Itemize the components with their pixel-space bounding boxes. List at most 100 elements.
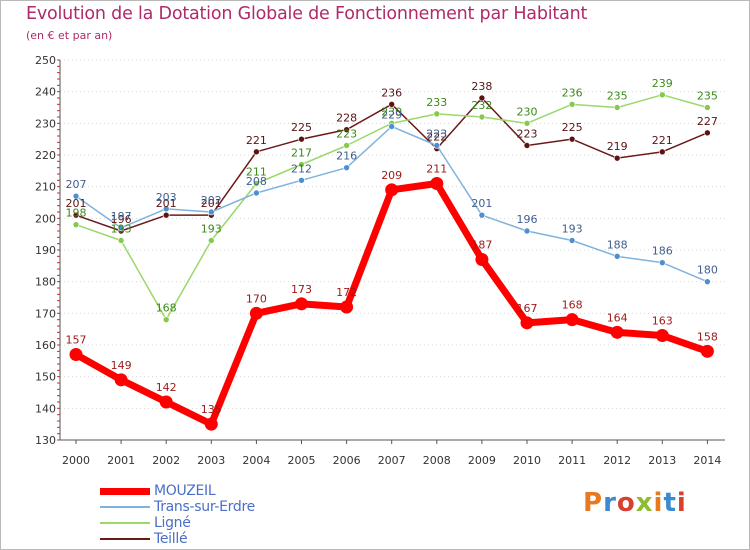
data-label-mouzeil: 168 — [562, 299, 583, 312]
data-label-teille: 201 — [201, 197, 222, 210]
point-ligne — [117, 237, 125, 244]
data-label-teille: 225 — [291, 121, 312, 134]
data-label-mouzeil: 170 — [246, 292, 267, 305]
point-mouzeil — [114, 373, 128, 387]
point-teille — [388, 101, 396, 108]
data-label-mouzeil: 149 — [111, 359, 132, 372]
y-tick-label: 160 — [35, 339, 56, 352]
point-mouzeil — [249, 306, 263, 320]
point-mouzeil — [204, 417, 218, 431]
x-tick-label: 2014 — [693, 454, 721, 467]
point-trans-sur-erdre — [658, 259, 666, 266]
data-label-teille: 221 — [246, 134, 267, 147]
y-tick-label: 180 — [35, 276, 56, 289]
y-axis-ticks: 130 140 150 160 170 180 190 200 210 220 230 240 250 — [35, 54, 56, 447]
y-tick-label: 210 — [35, 181, 56, 194]
point-mouzeil — [430, 177, 444, 190]
point-teille — [613, 154, 621, 162]
data-label-teille: 227 — [697, 115, 718, 128]
data-label-trans-sur-erdre: 201 — [471, 197, 492, 210]
x-tick-label: 2010 — [513, 454, 541, 467]
point-ligne — [478, 113, 486, 121]
point-mouzeil — [520, 316, 534, 330]
y-tick-label: 140 — [35, 402, 56, 415]
data-label-trans-sur-erdre: 229 — [381, 109, 402, 122]
x-tick-label: 2008 — [423, 454, 451, 467]
data-label-ligne: 211 — [246, 166, 267, 179]
point-trans-sur-erdre — [613, 253, 621, 260]
data-label-ligne: 235 — [697, 90, 718, 103]
point-teille — [523, 142, 531, 149]
data-label-teille: 219 — [607, 140, 628, 153]
legend-item-ligne: Ligné — [100, 515, 340, 532]
y-tick-label: 150 — [35, 371, 56, 384]
point-mouzeil — [159, 395, 173, 409]
data-label-mouzeil: 142 — [156, 381, 177, 394]
x-tick-label: 2001 — [107, 454, 135, 467]
point-ligne — [298, 161, 305, 168]
y-tick-label: 200 — [35, 212, 56, 225]
point-mouzeil — [69, 348, 83, 361]
point-mouzeil — [700, 344, 714, 358]
data-label-ligne: 230 — [517, 105, 538, 118]
legend-label-mouzeil: MOUZEIL — [154, 483, 216, 499]
point-ligne — [613, 104, 621, 111]
data-label-teille: 225 — [562, 121, 583, 134]
point-teille — [253, 148, 260, 156]
data-label-mouzeil: 164 — [607, 311, 628, 324]
x-tick-label: 2006 — [333, 454, 361, 467]
point-mouzeil — [340, 300, 354, 314]
logo-letter: r — [603, 488, 617, 518]
x-tick-label: 2007 — [378, 454, 406, 467]
x-axis-ticks: 2000 2001 2002 2003 2004 2005 2006 2007 2008 2009… — [62, 440, 721, 467]
data-label-mouzeil: 135 — [201, 403, 222, 416]
point-teille — [343, 126, 350, 133]
point-trans-sur-erdre — [433, 142, 441, 149]
data-label-ligne: 239 — [652, 77, 673, 90]
point-trans-sur-erdre — [162, 205, 170, 213]
point-mouzeil — [385, 183, 399, 197]
x-tick-label: 2003 — [197, 454, 225, 467]
data-label-trans-sur-erdre: 202 — [201, 194, 222, 207]
y-tick-label: 170 — [35, 307, 56, 320]
data-label-ligne: 232 — [471, 99, 492, 112]
legend-item-mouzeil: MOUZEIL — [100, 483, 340, 500]
y-tick-label: 230 — [35, 117, 56, 130]
data-label-ligne: 193 — [201, 223, 222, 236]
point-teille — [658, 148, 666, 156]
data-label-trans-sur-erdre: 223 — [426, 128, 447, 141]
y-tick-label: 220 — [35, 149, 56, 162]
data-label-trans-sur-erdre: 193 — [562, 223, 583, 236]
point-mouzeil — [475, 253, 489, 266]
point-teille — [478, 94, 486, 102]
data-label-mouzeil: 187 — [471, 239, 492, 252]
legend: MOUZEIL Trans-sur-Erdre Ligné Teillé — [100, 483, 340, 548]
point-trans-sur-erdre — [298, 177, 305, 184]
point-ligne — [253, 180, 260, 187]
data-label-trans-sur-erdre: 197 — [111, 210, 132, 223]
data-label-trans-sur-erdre: 208 — [246, 175, 267, 188]
data-label-teille: 201 — [66, 197, 87, 210]
point-ligne — [162, 316, 170, 323]
legend-item-teille: Teillé — [100, 531, 340, 548]
legend-label-teille: Teillé — [154, 531, 188, 547]
point-teille — [704, 129, 711, 137]
legend-label-ligne: Ligné — [154, 515, 191, 531]
x-tick-label: 2004 — [242, 454, 270, 467]
point-ligne — [208, 237, 215, 244]
data-labels: 201 196 201 201 221 225 228 236 222 238 223 225 219 2… — [66, 77, 718, 416]
axes — [57, 59, 725, 441]
x-tick-label: 2000 — [62, 454, 90, 467]
point-trans-sur-erdre — [117, 224, 125, 232]
point-trans-sur-erdre — [388, 123, 396, 130]
data-label-ligne: 198 — [66, 207, 87, 220]
data-label-ligne: 236 — [562, 86, 583, 99]
data-label-ligne: 168 — [156, 302, 177, 315]
data-label-trans-sur-erdre: 196 — [517, 213, 538, 226]
x-tick-label: 2011 — [558, 454, 586, 467]
point-teille — [298, 135, 305, 143]
data-label-trans-sur-erdre: 180 — [697, 264, 718, 277]
point-ligne — [658, 91, 666, 99]
data-label-trans-sur-erdre: 188 — [607, 238, 628, 251]
